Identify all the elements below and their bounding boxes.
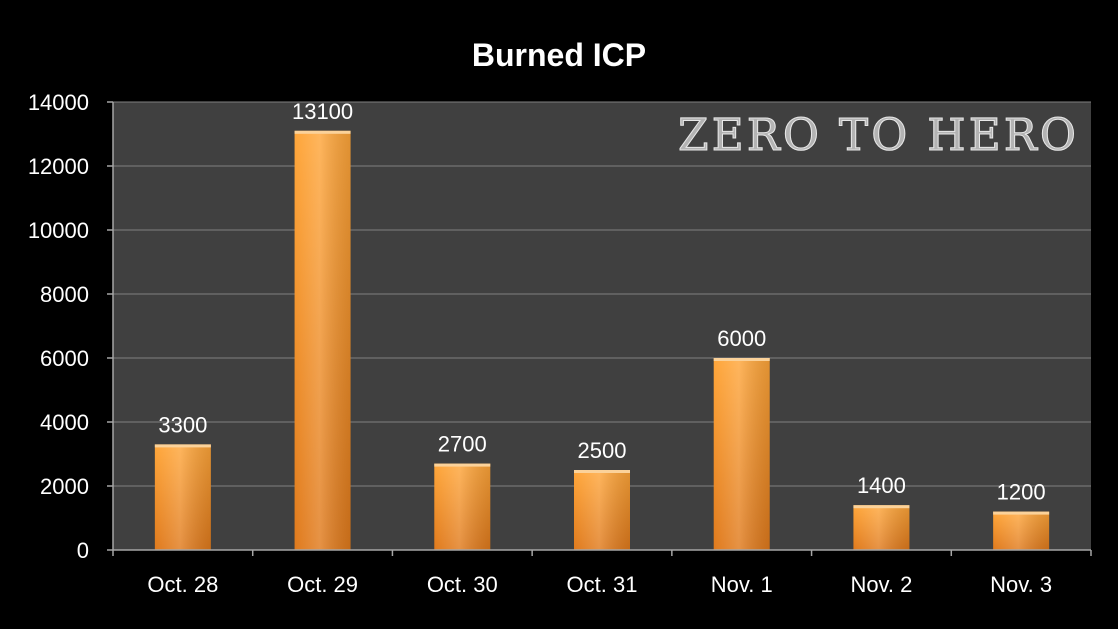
y-tick-label: 12000 [28,154,89,179]
bar-shine [294,130,351,551]
bar-oct-31 [574,470,630,550]
bar-top-edge [434,463,491,467]
data-label: 1200 [997,480,1046,505]
y-tick-label: 14000 [28,90,89,115]
bar-shine [154,444,211,550]
y-tick-label: 0 [77,538,89,563]
x-tick-label: Nov. 1 [711,572,773,597]
x-tick-label: Oct. 29 [287,572,358,597]
y-tick-label: 4000 [40,410,89,435]
bar-shine [713,358,770,550]
bar-nov-1 [713,358,770,550]
x-tick-label: Oct. 30 [427,572,498,597]
x-tick-label: Oct. 28 [147,572,218,597]
bar-oct-28 [154,444,211,550]
x-tick-labels: Oct. 28 Oct. 29 Oct. 30 Oct. 31 Nov. 1 Nov. 2… [147,572,1052,597]
bar-shine [853,505,910,550]
bar-shine [434,463,491,550]
y-tick-label: 2000 [40,474,89,499]
data-label: 2700 [438,432,487,457]
y-tick-label: 6000 [40,346,89,371]
data-label: 13100 [292,99,353,124]
gridlines [113,101,1091,487]
x-tick-label: Oct. 31 [567,572,638,597]
data-label: 3300 [158,412,207,437]
data-label: 2500 [578,438,627,463]
data-labels: 3300 13100 2700 2500 6000 1400 1200 [158,99,1045,505]
bars [154,130,1050,551]
y-tick-labels: 0 2000 4000 6000 8000 10000 12000 14000 [28,90,89,563]
y-tick-label: 10000 [28,218,89,243]
bar-top-edge [294,130,351,134]
bar-shine [574,470,630,550]
bar-shine [993,511,1050,550]
bar-oct-29 [294,130,351,551]
axes [107,101,1092,556]
bar-top-edge [993,511,1050,515]
data-label: 1400 [857,473,906,498]
watermark-group: ZERO TO HERO [678,110,1079,162]
y-tick-label: 8000 [40,282,89,307]
chart-title: Burned ICP [472,37,646,73]
bar-top-edge [853,505,910,509]
watermark: ZERO TO HERO [678,110,1079,161]
x-tick-label: Nov. 3 [990,572,1052,597]
bar-top-edge [713,358,770,361]
bar-top-edge [154,444,211,448]
bar-top-edge [574,470,630,473]
bar-nov-3 [993,511,1050,550]
bar-nov-2 [853,505,910,550]
bar-oct-30 [434,463,491,550]
x-tick-label: Nov. 2 [850,572,912,597]
data-label: 6000 [717,326,766,351]
